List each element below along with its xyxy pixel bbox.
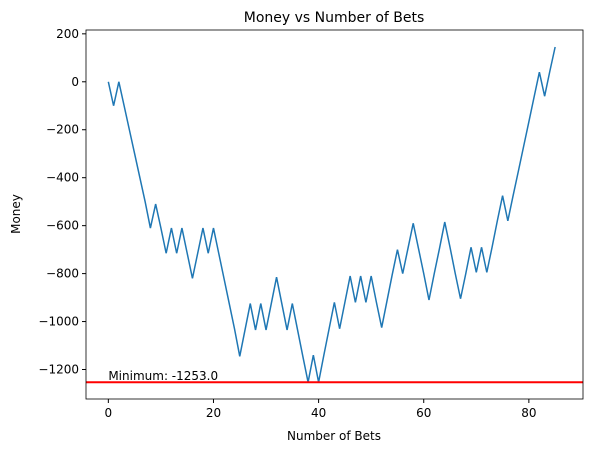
y-tick-label: −400 <box>46 171 79 185</box>
y-tick-label: −1000 <box>38 315 79 329</box>
chart-title: Money vs Number of Bets <box>244 10 425 26</box>
x-tick-label: 40 <box>311 406 326 420</box>
y-tick-label: 200 <box>56 27 79 41</box>
x-tick-label: 0 <box>105 406 113 420</box>
annotation: Minimum: -1253.0 <box>108 369 218 383</box>
y-tick-label: −600 <box>46 219 79 233</box>
x-axis-label: Number of Bets <box>287 429 381 443</box>
axes-frame <box>85 29 584 400</box>
line-series <box>107 46 556 383</box>
x-tick-label: 60 <box>416 406 431 420</box>
y-tick-label: −800 <box>46 267 79 281</box>
y-tick-label: −200 <box>46 123 79 137</box>
x-tick-label: 20 <box>206 406 221 420</box>
y-axis-label: Money <box>9 194 23 234</box>
x-tick-label: 80 <box>521 406 536 420</box>
y-tick-label: 0 <box>71 75 79 89</box>
y-tick-label: −1200 <box>38 363 79 377</box>
